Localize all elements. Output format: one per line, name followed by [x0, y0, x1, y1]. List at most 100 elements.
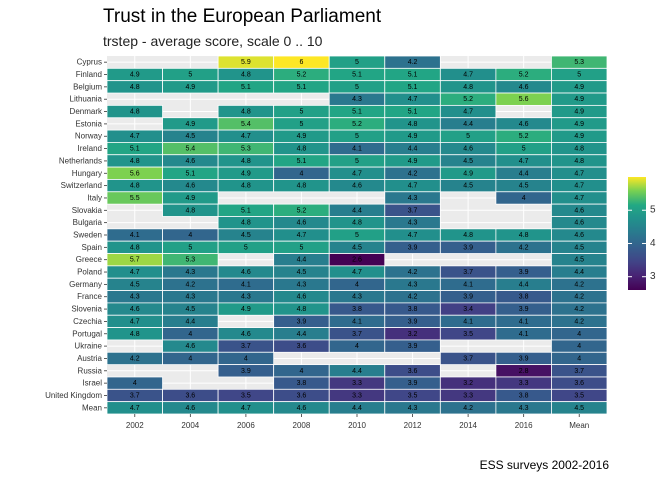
y-tick-label: Slovakia — [72, 206, 103, 215]
cell-value-label: 4.7 — [130, 269, 140, 276]
cell-value-label: 4 — [188, 232, 192, 239]
cell-value-label: 4.3 — [241, 294, 251, 301]
cell-value-label: 4.4 — [574, 269, 584, 276]
cell-value-label: 3.9 — [408, 343, 418, 350]
cell-value-label: 3.8 — [519, 392, 529, 399]
cell-value-label: 5.6 — [130, 170, 140, 177]
cell-value-label: 4.1 — [352, 146, 362, 153]
cell-value-label: 4.7 — [519, 158, 529, 165]
cell-value-label: 4.8 — [463, 232, 473, 239]
x-tick-label: 2014 — [459, 421, 477, 430]
cell-value-label: 4.7 — [352, 170, 362, 177]
y-tick-label: Israel — [82, 379, 102, 388]
y-tick-label: United Kingdom — [45, 391, 102, 400]
cell-value-label: 4.1 — [241, 281, 251, 288]
cell-value-label: 4.2 — [574, 281, 584, 288]
cell-value-label: 5.2 — [297, 72, 307, 79]
chart-caption: ESS surveys 2002-2016 — [479, 458, 609, 472]
y-tick-label: Spain — [82, 243, 102, 252]
cell-value-label: 5.1 — [241, 207, 251, 214]
legend-tick-label: 3 — [650, 271, 656, 282]
cell-value-label: 3.3 — [352, 380, 362, 387]
y-tick-label: Netherlands — [59, 156, 102, 165]
cell-value-label: 4.2 — [408, 294, 418, 301]
cell-value-label: 4.7 — [297, 232, 307, 239]
cell-value-label: 4.8 — [185, 207, 195, 214]
y-tick-label: Italy — [87, 193, 102, 202]
cell-value-label: 4.6 — [297, 294, 307, 301]
cell-value-label: 4.1 — [130, 232, 140, 239]
y-tick-label: Norway — [75, 132, 102, 141]
cell-value-label: 4.3 — [297, 281, 307, 288]
cell-value-label: 5 — [299, 109, 303, 116]
cell-value-label: 4.8 — [463, 84, 473, 91]
cell-value-label: 4.7 — [130, 133, 140, 140]
y-tick-label: Mean — [82, 403, 102, 412]
cell-value-label: 4.9 — [185, 195, 195, 202]
cell-value-label: 4.9 — [574, 96, 584, 103]
cell-value-label: 3.7 — [241, 343, 251, 350]
y-tick-label: Ireland — [78, 144, 102, 153]
cell-value-label: 4 — [522, 195, 526, 202]
cell-value-label: 4.2 — [574, 318, 584, 325]
cell-value-label: 4.9 — [574, 133, 584, 140]
cell-value-label: 4.9 — [241, 170, 251, 177]
cell-value-label: 3.6 — [574, 380, 584, 387]
y-tick-label: Belgium — [73, 82, 102, 91]
cell-value-label: 4.5 — [352, 244, 362, 251]
cell-value-label: 4.6 — [185, 405, 195, 412]
cell-value-label: 4.6 — [185, 158, 195, 165]
y-tick-label: Ukraine — [74, 342, 102, 351]
cell-value-label: 4.8 — [297, 183, 307, 190]
cell-value-label: 5.3 — [185, 257, 195, 264]
cell-value-label: 4.9 — [408, 133, 418, 140]
cell-value-label: 5.3 — [574, 59, 584, 66]
y-tick-label: Greece — [76, 255, 103, 264]
cell-value-label: 5.1 — [185, 170, 195, 177]
cell-value-label: 3.8 — [352, 306, 362, 313]
y-tick-label: Finland — [76, 70, 102, 79]
cell-value-label: 4.6 — [297, 220, 307, 227]
cell-value-label: 4 — [577, 355, 581, 362]
cell-value-label: 3.9 — [408, 244, 418, 251]
cell-value-label: 4.2 — [408, 59, 418, 66]
cell-value-label: 4.3 — [408, 405, 418, 412]
cell-value-label: 4.7 — [408, 183, 418, 190]
cell-value-label: 5.2 — [463, 96, 473, 103]
cell-value-label: 4.6 — [241, 331, 251, 338]
cell-value-label: 5.1 — [408, 72, 418, 79]
cell-value-label: 4.7 — [241, 405, 251, 412]
cell-value-label: 4.9 — [185, 84, 195, 91]
cell-value-label: 5.2 — [519, 72, 529, 79]
cell-value-label: 4.4 — [519, 281, 529, 288]
cell-value-label: 5 — [188, 244, 192, 251]
cell-value-label: 5 — [355, 232, 359, 239]
chart-title: Trust in the European Parliament — [103, 6, 382, 27]
cell-value-label: 4.6 — [519, 84, 529, 91]
cell-value-label: 5 — [577, 72, 581, 79]
cell-value-label: 3.9 — [408, 318, 418, 325]
cell-value-label: 3.6 — [185, 392, 195, 399]
cell-value-label: 4.9 — [241, 306, 251, 313]
cell-value-label: 5 — [355, 84, 359, 91]
cell-value-label: 4 — [133, 380, 137, 387]
cell-value-label: 5.1 — [352, 109, 362, 116]
cell-value-label: 5 — [355, 59, 359, 66]
cell-value-label: 3.7 — [408, 207, 418, 214]
y-tick-label: France — [77, 292, 102, 301]
cell-value-label: 3.7 — [574, 368, 584, 375]
cell-value-label: 3.9 — [519, 306, 529, 313]
cell-value-label: 4.8 — [130, 158, 140, 165]
cell-value-label: 4.5 — [463, 158, 473, 165]
cell-value-label: 3.7 — [130, 392, 140, 399]
cell-value-label: 4 — [188, 331, 192, 338]
cell-value-label: 4.2 — [574, 306, 584, 313]
cell-value-label: 4.4 — [519, 170, 529, 177]
cell-value-label: 4 — [244, 355, 248, 362]
cell-value-label: 4.1 — [352, 318, 362, 325]
cell-value-label: 4.6 — [185, 183, 195, 190]
cell-value-label: 4.6 — [352, 183, 362, 190]
cell-value-label: 4.3 — [185, 269, 195, 276]
x-tick-label: 2002 — [126, 421, 144, 430]
cell-value-label: 4.8 — [574, 146, 584, 153]
